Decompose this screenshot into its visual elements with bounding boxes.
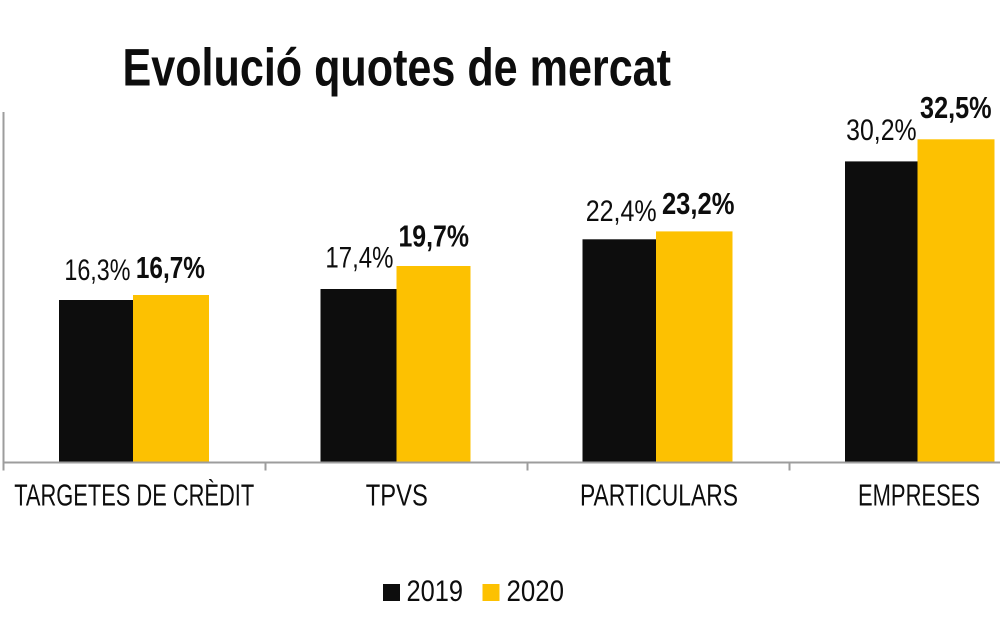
svg-text:22,4%: 22,4% [586, 195, 657, 228]
svg-text:17,4%: 17,4% [325, 242, 393, 275]
svg-text:16,7%: 16,7% [136, 251, 205, 285]
svg-text:19,7%: 19,7% [398, 220, 469, 254]
svg-text:Evolució quotes de mercat: Evolució quotes de mercat [123, 39, 672, 98]
svg-text:2020: 2020 [507, 575, 565, 608]
svg-text:TPVS: TPVS [366, 480, 428, 513]
svg-text:2019: 2019 [407, 575, 464, 608]
svg-text:32,5%: 32,5% [920, 91, 992, 125]
svg-text:30,2%: 30,2% [846, 114, 917, 147]
svg-text:23,2%: 23,2% [662, 187, 735, 221]
svg-text:16,3%: 16,3% [64, 254, 130, 287]
svg-text:PARTICULARS: PARTICULARS [580, 480, 738, 513]
svg-text:TARGETES DE CRÈDIT: TARGETES DE CRÈDIT [14, 480, 254, 513]
svg-text:EMPRESES: EMPRESES [858, 480, 980, 513]
